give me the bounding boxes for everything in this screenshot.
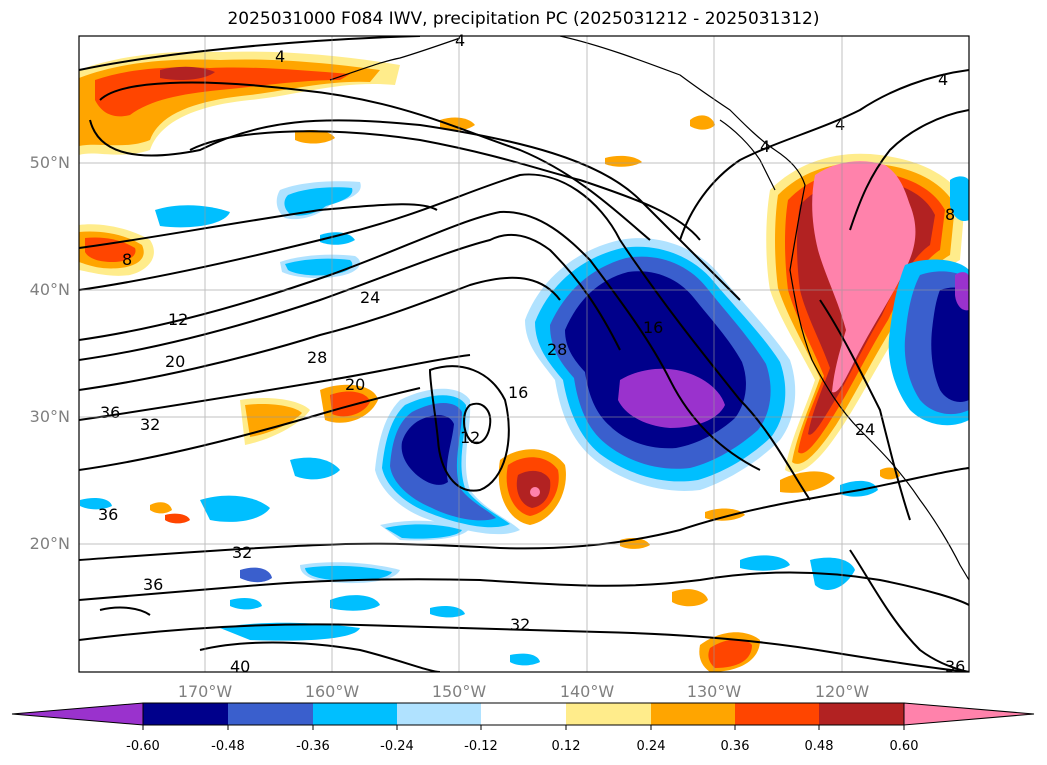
contour-label: 28: [547, 340, 567, 359]
contour-label: 28: [307, 348, 327, 367]
contour-label: 4: [455, 31, 465, 50]
negative-anomaly-east-pacific: [525, 238, 796, 491]
contour-label: 8: [122, 250, 132, 269]
map-title: 2025031000 F084 IWV, precipitation PC (2…: [227, 9, 820, 29]
colorbar-tick-label: 0.24: [636, 739, 666, 754]
colorbar-tick-label: -0.12: [464, 739, 498, 754]
colorbar-extend-high: [903, 702, 1035, 726]
colorbar-tick-label: -0.60: [126, 739, 160, 754]
contour-label: 24: [360, 288, 380, 307]
contour-label: 16: [508, 383, 528, 402]
coastlines: [329, 36, 969, 581]
colorbar-tick-label: 0.60: [889, 739, 919, 754]
colorbar-segment: [397, 703, 481, 725]
colorbar-extend-low: [11, 702, 144, 726]
colorbar-tick-label: -0.36: [296, 739, 330, 754]
lon-label: 150°W: [431, 682, 487, 701]
contour-labels: 4 4 4 4 4 8 8 12 12 16 16 20 20 24 24 28…: [98, 31, 965, 676]
lat-label: 20°N: [29, 534, 70, 553]
lon-label: 170°W: [177, 682, 233, 701]
contour-label: 20: [345, 375, 365, 394]
contour-label: 4: [275, 47, 285, 66]
colorbar-tick-label: -0.24: [380, 739, 414, 754]
contour-label: 40: [230, 657, 250, 676]
positive-anomaly-north-pacific: [79, 51, 400, 155]
graticule: [79, 36, 969, 672]
contour-label: 20: [165, 352, 185, 371]
negative-anomaly-interior-west: [888, 176, 969, 426]
colorbar-segment: [819, 703, 904, 725]
colorbar: [11, 702, 1035, 730]
colorbar-tick-label: 0.12: [551, 739, 581, 754]
positive-anomaly-west: [79, 224, 154, 276]
contour-label: 32: [140, 415, 160, 434]
contour-label: 36: [945, 657, 965, 676]
lon-label: 140°W: [559, 682, 615, 701]
contour-label: 32: [510, 615, 530, 634]
contour-label: 12: [168, 310, 188, 329]
contour-label: 4: [938, 70, 948, 89]
colorbar-segment: [228, 703, 313, 725]
contour-label: 4: [835, 115, 845, 134]
positive-anomaly-central: [240, 384, 566, 525]
colorbar-segment: [651, 703, 735, 725]
contour-label: 36: [143, 575, 163, 594]
negative-anomaly-south-scattered: [80, 457, 878, 666]
colorbar-segment: [313, 703, 397, 725]
colorbar-tick-label: -0.48: [211, 739, 245, 754]
contour-label: 8: [945, 205, 955, 224]
colorbar-tick-label: 0.48: [804, 739, 834, 754]
colorbar-segment: [566, 703, 651, 725]
contour-label: 36: [100, 403, 120, 422]
map-frame: [78, 35, 970, 673]
lat-label: 50°N: [29, 153, 70, 172]
contour-label: 12: [460, 428, 480, 447]
contour-label: 36: [98, 505, 118, 524]
contour-label: 24: [855, 420, 875, 439]
lat-label: 40°N: [29, 280, 70, 299]
colorbar-segment: [481, 703, 566, 725]
contour-label: 16: [643, 318, 663, 337]
lon-label: 120°W: [814, 682, 870, 701]
lon-label: 130°W: [686, 682, 742, 701]
colorbar-segment: [735, 703, 819, 725]
lon-label: 160°W: [304, 682, 360, 701]
contour-label: 32: [232, 543, 252, 562]
colorbar-segment: [143, 703, 228, 725]
colorbar-tick-label: 0.36: [720, 739, 750, 754]
lat-label: 30°N: [29, 407, 70, 426]
contour-label: 4: [760, 137, 770, 156]
iwv-contours: [79, 36, 969, 672]
